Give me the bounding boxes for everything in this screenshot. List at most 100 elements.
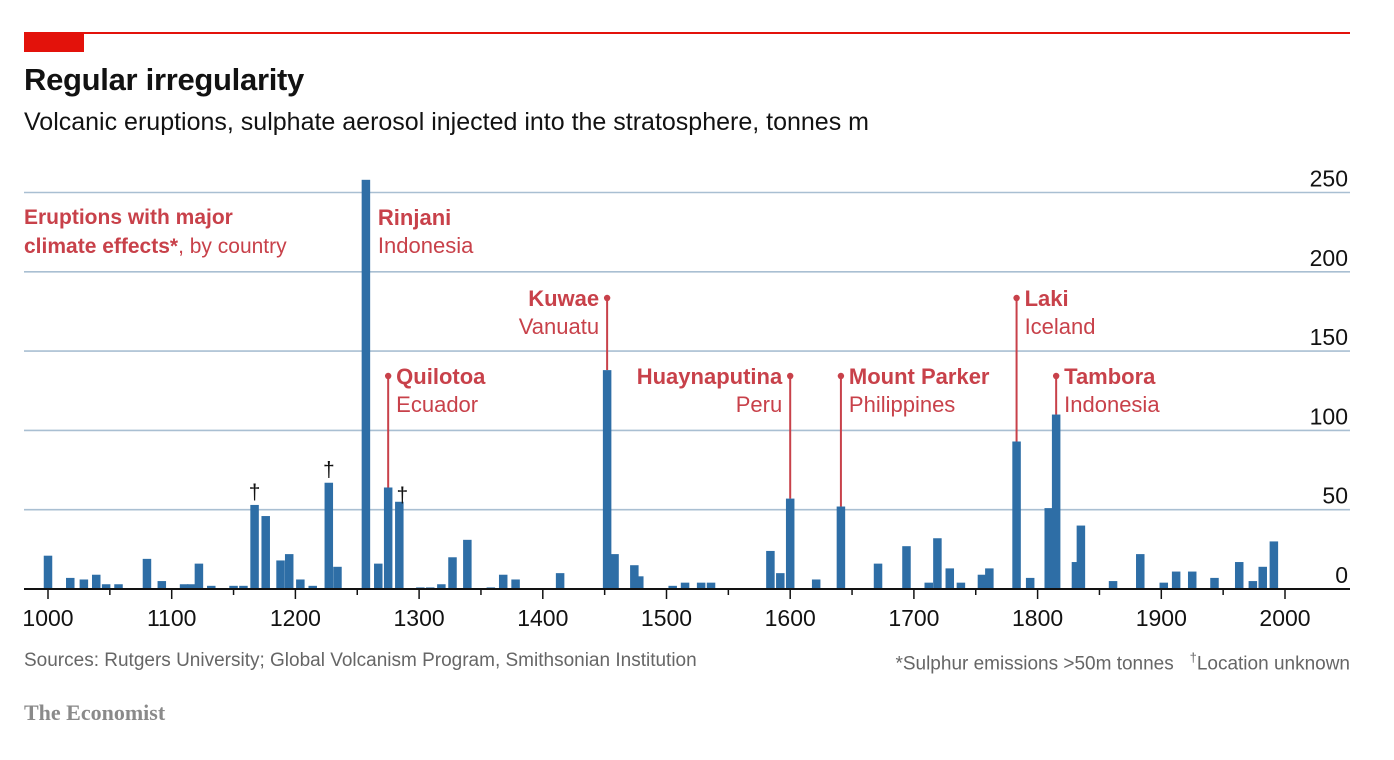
bar: [261, 516, 270, 589]
annotation-volcano: Rinjani: [378, 205, 451, 230]
y-axis-tick-labels: 0 50 100 150 200 250: [1310, 166, 1348, 589]
annotation-dot: [1052, 372, 1060, 380]
annotation-volcano: Kuwae: [528, 286, 599, 311]
bar: [463, 539, 472, 589]
bar: [79, 579, 89, 589]
bar: [1108, 581, 1118, 589]
bar: [1210, 577, 1219, 589]
bar: [776, 573, 785, 589]
brand-red-rule: [24, 32, 1350, 34]
x-axis-tick-labels: 1000 1100 1200 1300 1400 1500 1600 1700 1800 1900…: [22, 605, 1310, 631]
x-tick-label: 1800: [1012, 605, 1063, 631]
dagger-mark: †: [396, 484, 408, 507]
annotation-country: Indonesia: [378, 233, 474, 258]
bar: [1171, 571, 1181, 589]
bar: [498, 574, 508, 589]
bar: [1269, 541, 1279, 589]
bar: [296, 579, 305, 589]
bar: [114, 584, 123, 589]
dagger-mark: †: [249, 481, 261, 504]
bar: [902, 546, 911, 589]
annotation-dot: [1013, 294, 1020, 302]
bar: [945, 568, 955, 589]
bar: [187, 584, 196, 589]
footnote: *Sulphur emissions >50m tonnes †Location…: [895, 650, 1350, 675]
bar: [555, 573, 565, 589]
volcano-bar-chart: 0 50 100 150 200 250 1000 1100 1200 1300 1400 1500…: [22, 166, 1350, 631]
bar: [610, 554, 619, 589]
grid-lines: [24, 191, 1350, 511]
annotation-volcano: Laki: [1025, 286, 1069, 311]
legend-line-1: Eruptions with major: [24, 206, 233, 229]
bar: [933, 538, 942, 589]
annotation-dot: [837, 372, 845, 380]
x-tick-label: 1200: [270, 605, 321, 631]
bar: [1044, 508, 1053, 589]
bar: [1025, 577, 1035, 589]
bar: [66, 577, 75, 589]
bar: [785, 498, 795, 589]
chart-title: Regular irregularity: [24, 62, 304, 97]
bar: [1136, 554, 1145, 589]
bar: [977, 574, 987, 589]
bar: [91, 574, 101, 589]
annotation-leaders: [384, 294, 1060, 507]
bar: [1248, 581, 1258, 589]
brand-red-tab: [24, 32, 84, 52]
annotation-volcano: Tambora: [1064, 364, 1156, 389]
bar: [706, 582, 716, 589]
bar: [437, 584, 446, 589]
annotation-volcano: Huaynaputina: [637, 364, 783, 389]
annotation-labels: Rinjani Indonesia Quilotoa Ecuador Kuwae Vanu…: [249, 205, 1161, 507]
bar: [157, 581, 167, 589]
bar: [985, 568, 994, 589]
bar: [668, 585, 677, 589]
bar: [308, 585, 317, 589]
x-tick-label: 1900: [1136, 605, 1187, 631]
x-tick-label: 1100: [147, 605, 196, 631]
bar: [250, 504, 259, 589]
bar: [374, 563, 383, 589]
footnote-dagger-mark: †: [1189, 650, 1197, 665]
bar: [395, 501, 404, 589]
legend-suffix: , by country: [178, 235, 287, 258]
x-tick-label: 1700: [888, 605, 939, 631]
annotation-country: Ecuador: [396, 392, 478, 417]
bars: [43, 179, 1279, 589]
bar: [1051, 414, 1061, 589]
bar: [1187, 571, 1197, 589]
bar: [511, 579, 520, 589]
bar: [1071, 562, 1081, 589]
bar: [602, 370, 612, 589]
bar: [680, 582, 690, 589]
bar: [142, 558, 152, 589]
bar: [1076, 525, 1086, 589]
bar: [1159, 582, 1169, 589]
bar: [324, 482, 334, 589]
y-tick-label: 50: [1322, 483, 1348, 509]
bar: [284, 554, 294, 589]
annotation-dot: [384, 372, 392, 380]
bar: [1012, 441, 1021, 589]
sources-note: Sources: Rutgers University; Global Volc…: [24, 650, 697, 671]
y-tick-label: 100: [1310, 403, 1348, 429]
bar: [766, 550, 775, 589]
highlight-legend: Eruptions with major climate effects*, by…: [24, 206, 287, 258]
bar: [811, 579, 821, 589]
x-tick-label: 1300: [394, 605, 445, 631]
annotation-country: Indonesia: [1064, 392, 1160, 417]
economist-logo: The Economist: [24, 700, 166, 725]
annotation-country: Vanuatu: [519, 314, 599, 339]
x-tick-label: 2000: [1259, 605, 1310, 631]
x-tick-label: 1400: [517, 605, 568, 631]
legend-line-2: climate effects*: [24, 235, 179, 258]
bar: [229, 585, 238, 589]
annotation-country: Philippines: [849, 392, 955, 417]
bar: [43, 555, 53, 589]
y-tick-label: 0: [1335, 562, 1348, 588]
bar: [333, 566, 342, 589]
bar: [101, 584, 111, 589]
y-tick-label: 250: [1310, 166, 1348, 192]
bar: [239, 585, 248, 589]
annotation-country: Peru: [736, 392, 782, 417]
